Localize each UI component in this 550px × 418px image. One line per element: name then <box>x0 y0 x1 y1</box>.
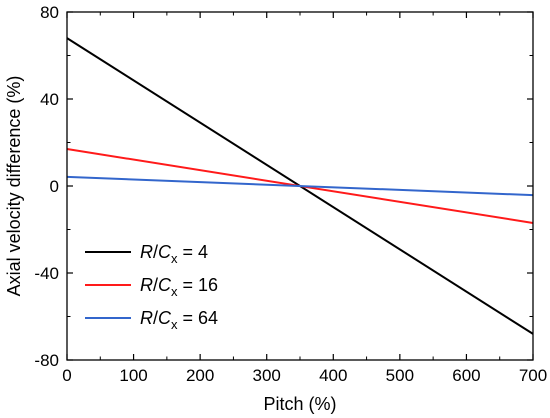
x-tick-label: 200 <box>186 366 214 385</box>
x-tick-label: 0 <box>62 366 71 385</box>
legend-label-2: R/Cx = 16 <box>140 275 218 299</box>
y-tick-label: 40 <box>40 90 59 109</box>
series-line-3 <box>66 175 534 197</box>
y-axis-title: Axial velocity difference (%) <box>4 76 24 297</box>
x-tick-label: 600 <box>452 366 480 385</box>
y-tick-label: -80 <box>34 351 59 370</box>
x-tick-label: 500 <box>386 366 414 385</box>
x-tick-label: 400 <box>319 366 347 385</box>
x-tick-label: 300 <box>253 366 281 385</box>
x-tick-label: 100 <box>119 366 147 385</box>
tick-labels-layer: 0 100 200 300 400 500 600 700 -80 -40 0 40 80 <box>34 3 547 385</box>
legend-label-3: R/Cx = 64 <box>140 308 218 332</box>
series-layer <box>66 37 534 335</box>
y-tick-label: 0 <box>50 177 59 196</box>
legend: R/Cx = 4 R/Cx = 16 R/Cx = 64 <box>85 242 218 332</box>
plot-frame <box>66 11 534 361</box>
x-tick-label: 700 <box>519 366 547 385</box>
y-tick-label: -40 <box>34 264 59 283</box>
x-axis-title: Pitch (%) <box>263 394 336 414</box>
legend-label-1: R/Cx = 4 <box>140 242 208 266</box>
y-tick-label: 80 <box>40 3 59 22</box>
